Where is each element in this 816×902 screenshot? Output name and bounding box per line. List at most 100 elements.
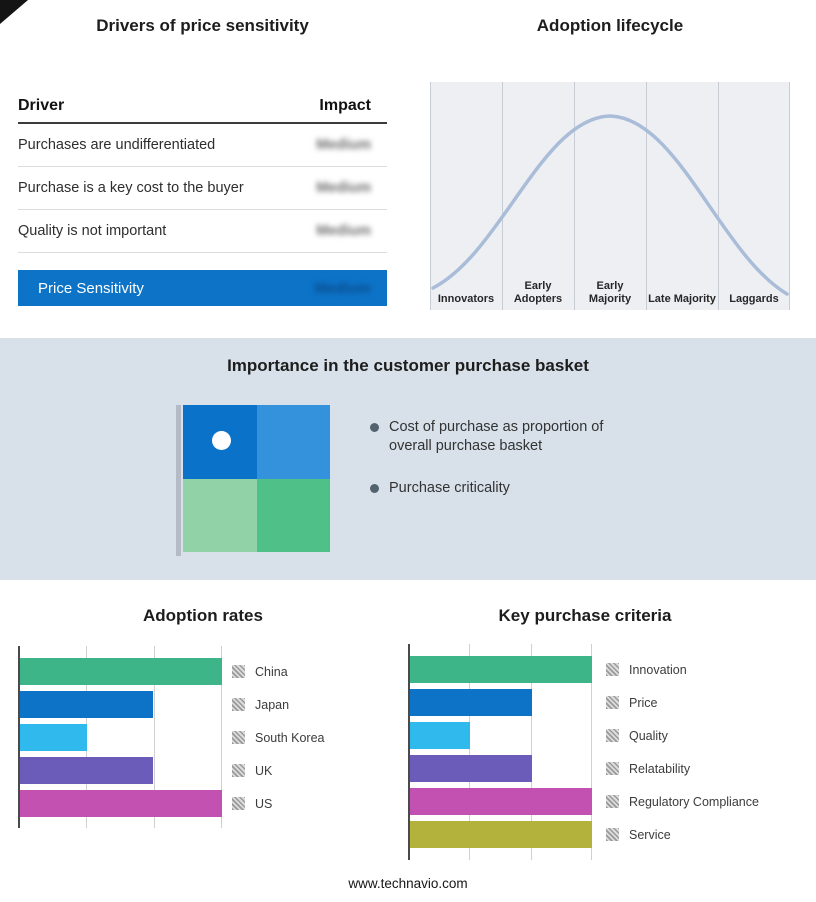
legend-label: Price	[629, 695, 658, 710]
gridline	[530, 644, 532, 860]
bar-quality	[410, 722, 471, 749]
bar-regulatory-compliance	[410, 788, 592, 815]
adoption-rates-plot	[18, 646, 222, 828]
legend-label: Innovation	[629, 662, 687, 677]
gridline	[502, 82, 503, 310]
bar-price	[410, 689, 532, 716]
legend-item-innovation: Innovation	[606, 656, 759, 683]
bar-china	[20, 658, 222, 685]
basket-panel-title: Importance in the customer purchase bask…	[227, 356, 589, 375]
bar-group	[410, 656, 592, 848]
quadrant-top-right	[256, 405, 330, 479]
gridline	[646, 82, 647, 310]
bar-innovation	[410, 656, 592, 683]
price-sensitivity-summary-bar: Price Sensitivity Medium	[18, 270, 387, 306]
legend-swatch-icon	[606, 762, 619, 775]
legend-label: Relatability	[629, 761, 691, 776]
gridline	[221, 646, 222, 828]
driver-column-header: Driver	[18, 97, 65, 114]
legend-swatch-icon	[232, 731, 245, 744]
legend-swatch-icon	[232, 764, 245, 777]
position-marker-dot	[212, 431, 231, 450]
lifecycle-panel-title: Adoption lifecycle	[536, 16, 684, 35]
legend-item-service: Service	[606, 821, 759, 848]
bar-group	[20, 658, 222, 817]
lifecycle-stage-labels: Innovators Early Adopters Early Majority…	[430, 280, 790, 306]
table-row: Purchase is a key cost to the buyer Medi…	[18, 167, 387, 210]
drivers-panel-title: Drivers of price sensitivity	[96, 16, 309, 35]
stage-label: Early Majority	[588, 280, 632, 306]
bar-uk	[20, 757, 154, 784]
gridline	[718, 82, 719, 310]
legend-label: South Korea	[255, 730, 325, 745]
quadrant-bottom-left	[183, 478, 257, 552]
driver-cell: Purchases are undifferentiated	[18, 137, 216, 153]
legend-swatch-icon	[606, 696, 619, 709]
drivers-table: Driver Impact Purchases are undifferenti…	[18, 90, 387, 253]
legend-swatch-icon	[606, 729, 619, 742]
stage-label: Early Adopters	[513, 280, 563, 306]
key-purchase-criteria-legend: Innovation Price Quality Relatability Re…	[606, 656, 759, 848]
legend-item-uk: UK	[232, 757, 325, 784]
lifecycle-chart: Innovators Early Adopters Early Majority…	[430, 82, 790, 310]
gridline	[789, 82, 790, 310]
bullet-item: Cost of purchase as proportion of overal…	[370, 418, 630, 456]
legend-item-relatability: Relatability	[606, 755, 759, 782]
y-axis	[408, 644, 410, 860]
bar-south-korea	[20, 724, 87, 751]
legend-swatch-icon	[606, 795, 619, 808]
drivers-table-header: Driver Impact	[18, 90, 387, 124]
legend-swatch-icon	[606, 828, 619, 841]
quadrant-bottom-right	[256, 478, 330, 552]
y-axis	[18, 646, 20, 828]
stage-label: Laggards	[729, 293, 779, 306]
legend-item-regulatory-compliance: Regulatory Compliance	[606, 788, 759, 815]
corner-fold-decoration	[0, 0, 28, 24]
legend-item-quality: Quality	[606, 722, 759, 749]
impact-cell-redacted: Medium	[316, 223, 371, 239]
basket-bullet-list: Cost of purchase as proportion of overal…	[370, 418, 630, 521]
legend-swatch-icon	[232, 698, 245, 711]
table-row: Quality is not important Medium	[18, 210, 387, 253]
bullet-item: Purchase criticality	[370, 479, 630, 498]
legend-item-china: China	[232, 658, 325, 685]
summary-impact-redacted: Medium	[314, 279, 371, 297]
quadrant-top-left	[183, 405, 257, 479]
gridline	[430, 82, 431, 310]
stage-label: Innovators	[437, 293, 495, 306]
impact-column-header: Impact	[319, 97, 371, 114]
stage-label: Late Majority	[648, 293, 716, 306]
legend-label: UK	[255, 763, 273, 778]
gridline	[469, 644, 471, 860]
adoption-rates-title: Adoption rates	[143, 606, 263, 625]
legend-item-us: US	[232, 790, 325, 817]
table-row: Purchases are undifferentiated Medium	[18, 124, 387, 167]
bell-curve	[431, 114, 789, 296]
legend-item-south-korea: South Korea	[232, 724, 325, 751]
legend-label: Regulatory Compliance	[629, 794, 759, 809]
legend-item-price: Price	[606, 689, 759, 716]
impact-cell-redacted: Medium	[316, 180, 371, 196]
bar-us	[20, 790, 222, 817]
legend-label: US	[255, 796, 273, 811]
legend-label: China	[255, 664, 288, 679]
purchase-basket-band: Importance in the customer purchase bask…	[0, 338, 816, 580]
legend-label: Quality	[629, 728, 668, 743]
key-purchase-criteria-title: Key purchase criteria	[498, 606, 672, 625]
driver-cell: Purchase is a key cost to the buyer	[18, 180, 244, 196]
bar-japan	[20, 691, 154, 718]
quadrant-axis	[176, 405, 181, 556]
key-purchase-criteria-plot	[408, 644, 592, 860]
quadrant-matrix	[183, 405, 330, 552]
bell-curve-path	[431, 114, 789, 296]
driver-cell: Quality is not important	[18, 223, 167, 239]
legend-swatch-icon	[232, 797, 245, 810]
bar-relatability	[410, 755, 532, 782]
gridline	[574, 82, 575, 310]
gridline	[591, 644, 592, 860]
impact-cell-redacted: Medium	[316, 137, 371, 153]
gridline	[153, 646, 155, 828]
legend-label: Japan	[255, 697, 290, 712]
legend-item-japan: Japan	[232, 691, 325, 718]
